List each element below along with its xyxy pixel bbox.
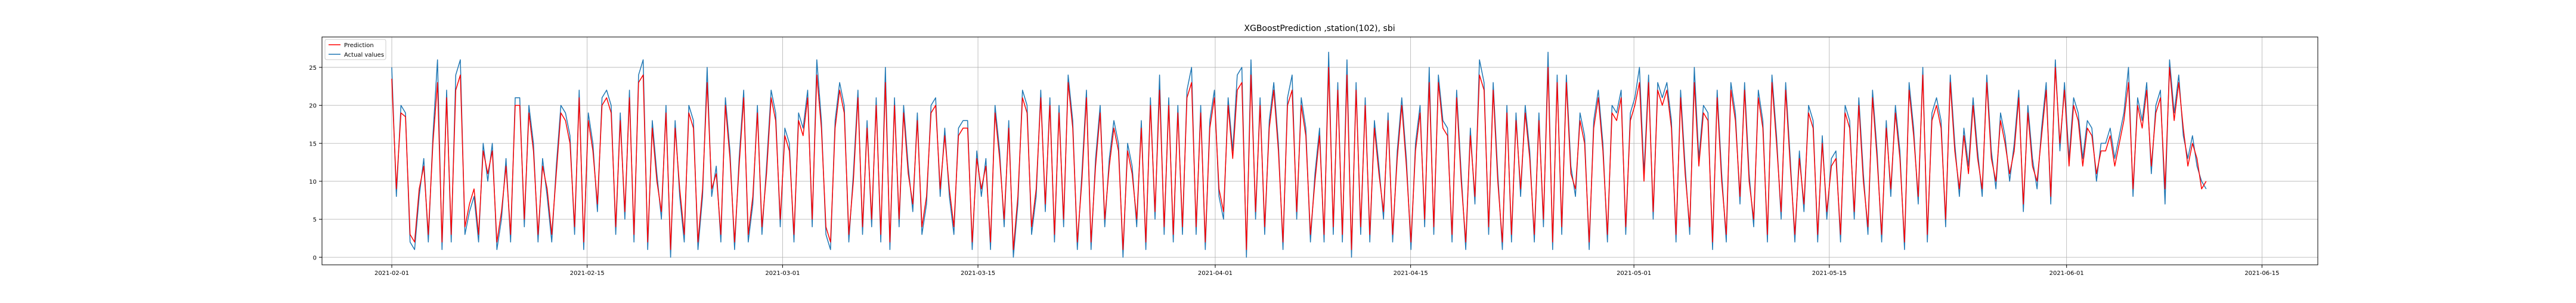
y-tick-label: 20 [309,103,317,110]
x-tick-label: 2021-05-01 [1617,270,1651,277]
x-tick-label: 2021-04-15 [1394,270,1428,277]
y-tick-label: 25 [309,65,317,72]
x-tick-label: 2021-02-15 [570,270,605,277]
x-axis: 2021-02-01 2021-02-15 2021-03-01 2021-03-15… [374,265,2279,277]
y-tick-label: 10 [309,179,317,185]
y-axis: 0 5 10 15 20 25 [309,65,322,261]
plot-frame [321,36,2318,265]
x-tick-label: 2021-06-01 [2049,270,2084,277]
legend: Prediction Actual values [324,39,386,60]
x-tick-label: 2021-03-15 [961,270,995,277]
series-line-prediction [391,67,2207,251]
y-tick-label: 5 [313,217,317,224]
legend-entry-actual-values: Actual values [344,52,384,58]
series-lines [391,51,2207,258]
x-tick-label: 2021-05-15 [1812,270,1847,277]
x-tick-label: 2021-03-01 [765,270,800,277]
chart-title: XGBoostPrediction ,station(102), sbi [1244,24,1395,33]
x-tick-label: 2021-02-01 [374,270,409,277]
legend-entry-prediction: Prediction [344,42,374,49]
x-tick-label: 2021-04-01 [1198,270,1233,277]
y-tick-label: 15 [309,141,317,147]
y-tick-label: 0 [313,255,317,261]
x-tick-label: 2021-06-15 [2244,270,2279,277]
